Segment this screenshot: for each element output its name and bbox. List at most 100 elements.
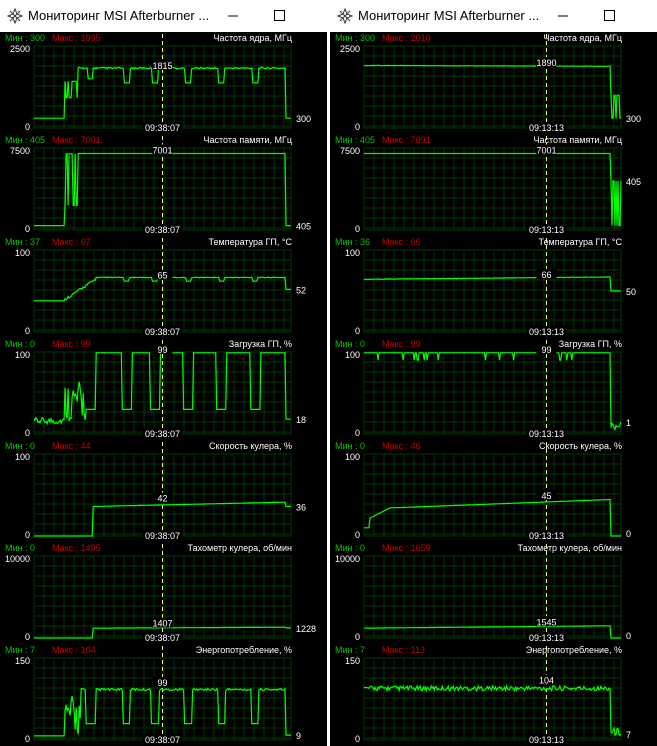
maximize-button[interactable] [256, 0, 302, 32]
axis-max-label: 100 [15, 452, 30, 462]
cursor-time: 09:13:13 [529, 735, 564, 745]
min-label: Мин : 0 [335, 441, 365, 451]
current-value: 0 [626, 529, 631, 539]
axis-max-label: 2500 [10, 44, 30, 54]
axis-max-label: 10000 [5, 554, 30, 564]
cursor-value-bg [152, 492, 173, 503]
cursor-time-bg [142, 734, 183, 744]
cursor-time: 09:38:07 [145, 531, 180, 541]
monitor-graph-area[interactable]: Мин : 300 Макс : 1995 Частота ядра, МГц 250… [0, 32, 327, 746]
minimize-icon [558, 15, 568, 17]
min-label: Мин : 0 [335, 543, 365, 553]
graph-frame [363, 249, 622, 333]
cursor-time-bg [142, 224, 183, 234]
max-label: Макс : 44 [52, 441, 91, 451]
sensor-trace [364, 498, 621, 537]
axis-min-label: 0 [25, 530, 30, 540]
axis-min-label: 0 [355, 224, 360, 234]
current-value: 300 [626, 114, 641, 124]
cursor-value: 45 [541, 491, 551, 501]
window-gap [327, 0, 330, 746]
cursor-time-bg [526, 530, 567, 540]
graphs-svg: Мин : 300 Макс : 2010 Частота ядра, МГц 250… [335, 33, 641, 745]
min-label: Мин : 405 [5, 135, 45, 145]
max-label: Макс : 67 [52, 237, 91, 247]
title-bar[interactable]: Мониторинг MSI Afterburner ... [0, 0, 327, 33]
cursor-time-bg [526, 734, 567, 744]
current-value: 18 [296, 415, 306, 425]
axis-max-label: 100 [345, 452, 360, 462]
sensor-name: Энергопотребление, % [526, 645, 622, 655]
axis-min-label: 0 [25, 734, 30, 744]
maximize-icon [604, 10, 615, 21]
axis-min-label: 0 [355, 428, 360, 438]
minimize-button[interactable] [540, 0, 586, 32]
cursor-time: 09:38:07 [145, 633, 180, 643]
current-value: 7 [626, 730, 631, 740]
cursor-time-bg [142, 428, 183, 438]
axis-min-label: 0 [25, 326, 30, 336]
current-value: 52 [296, 285, 306, 295]
cursor-value: 7001 [152, 145, 172, 155]
current-value: 1228 [296, 624, 316, 634]
graph-frame [363, 555, 622, 639]
current-value: 0 [626, 631, 631, 641]
cursor-value: 7001 [536, 145, 556, 155]
current-value: 405 [626, 177, 641, 187]
sensor-trace [363, 276, 621, 292]
minimize-button[interactable] [210, 0, 256, 32]
axis-min-label: 0 [355, 326, 360, 336]
cursor-value: 1815 [152, 61, 172, 71]
axis-min-label: 0 [355, 122, 360, 132]
sensor-name: Тахометр кулера, об/мин [188, 543, 293, 553]
max-label: Макс : 66 [382, 237, 421, 247]
max-label: Макс : 1659 [382, 543, 431, 553]
monitor-window-right: Мониторинг MSI Afterburner ... Мин : 300… [330, 0, 657, 746]
sensor-trace [363, 683, 622, 737]
afterburner-app-icon [337, 8, 353, 24]
cursor-value-bg [152, 269, 173, 280]
graph-frame [363, 45, 622, 129]
cursor-value: 99 [157, 678, 167, 688]
graph-frame [363, 453, 622, 537]
max-label: Макс : 99 [382, 339, 421, 349]
max-label: Макс : 7001 [52, 135, 101, 145]
min-label: Мин : 300 [5, 33, 45, 43]
cursor-value: 104 [539, 675, 554, 685]
min-label: Мин : 0 [5, 339, 35, 349]
cursor-time-bg [526, 326, 567, 336]
sensor-trace [34, 687, 291, 737]
cursor-time-bg [526, 224, 567, 234]
axis-min-label: 0 [25, 122, 30, 132]
cursor-time-bg [142, 326, 183, 336]
cursor-value: 1407 [152, 619, 172, 629]
cursor-value-bg [152, 59, 173, 70]
sensor-name: Температура ГП, °С [209, 237, 293, 247]
cursor-time: 09:13:13 [529, 327, 564, 337]
title-bar[interactable]: Мониторинг MSI Afterburner ... [330, 0, 657, 33]
monitor-graph-area[interactable]: Мин : 300 Макс : 2010 Частота ядра, МГц 250… [330, 32, 657, 746]
cursor-value-bg [536, 616, 557, 627]
minimize-icon [228, 15, 238, 17]
cursor-value-bg [536, 144, 557, 155]
axis-max-label: 100 [15, 350, 30, 360]
maximize-button[interactable] [586, 0, 632, 32]
cursor-time-bg [526, 428, 567, 438]
cursor-value-bg [152, 144, 173, 155]
min-label: Мин : 36 [335, 237, 370, 247]
sensor-name: Частота ядра, МГц [213, 33, 292, 43]
cursor-value-bg [536, 490, 557, 501]
sensor-trace [363, 64, 621, 119]
sensor-name: Тахометр кулера, об/мин [518, 543, 623, 553]
cursor-value: 65 [157, 271, 167, 281]
cursor-time: 09:13:13 [529, 633, 564, 643]
cursor-time-bg [142, 530, 183, 540]
max-label: Макс : 99 [52, 339, 91, 349]
min-label: Мин : 405 [335, 135, 375, 145]
cursor-time-bg [142, 632, 183, 642]
cursor-time-bg [526, 122, 567, 132]
axis-min-label: 0 [25, 224, 30, 234]
cursor-value-bg [152, 343, 173, 354]
graph-frame [363, 147, 622, 231]
cursor-value-bg [536, 57, 557, 68]
